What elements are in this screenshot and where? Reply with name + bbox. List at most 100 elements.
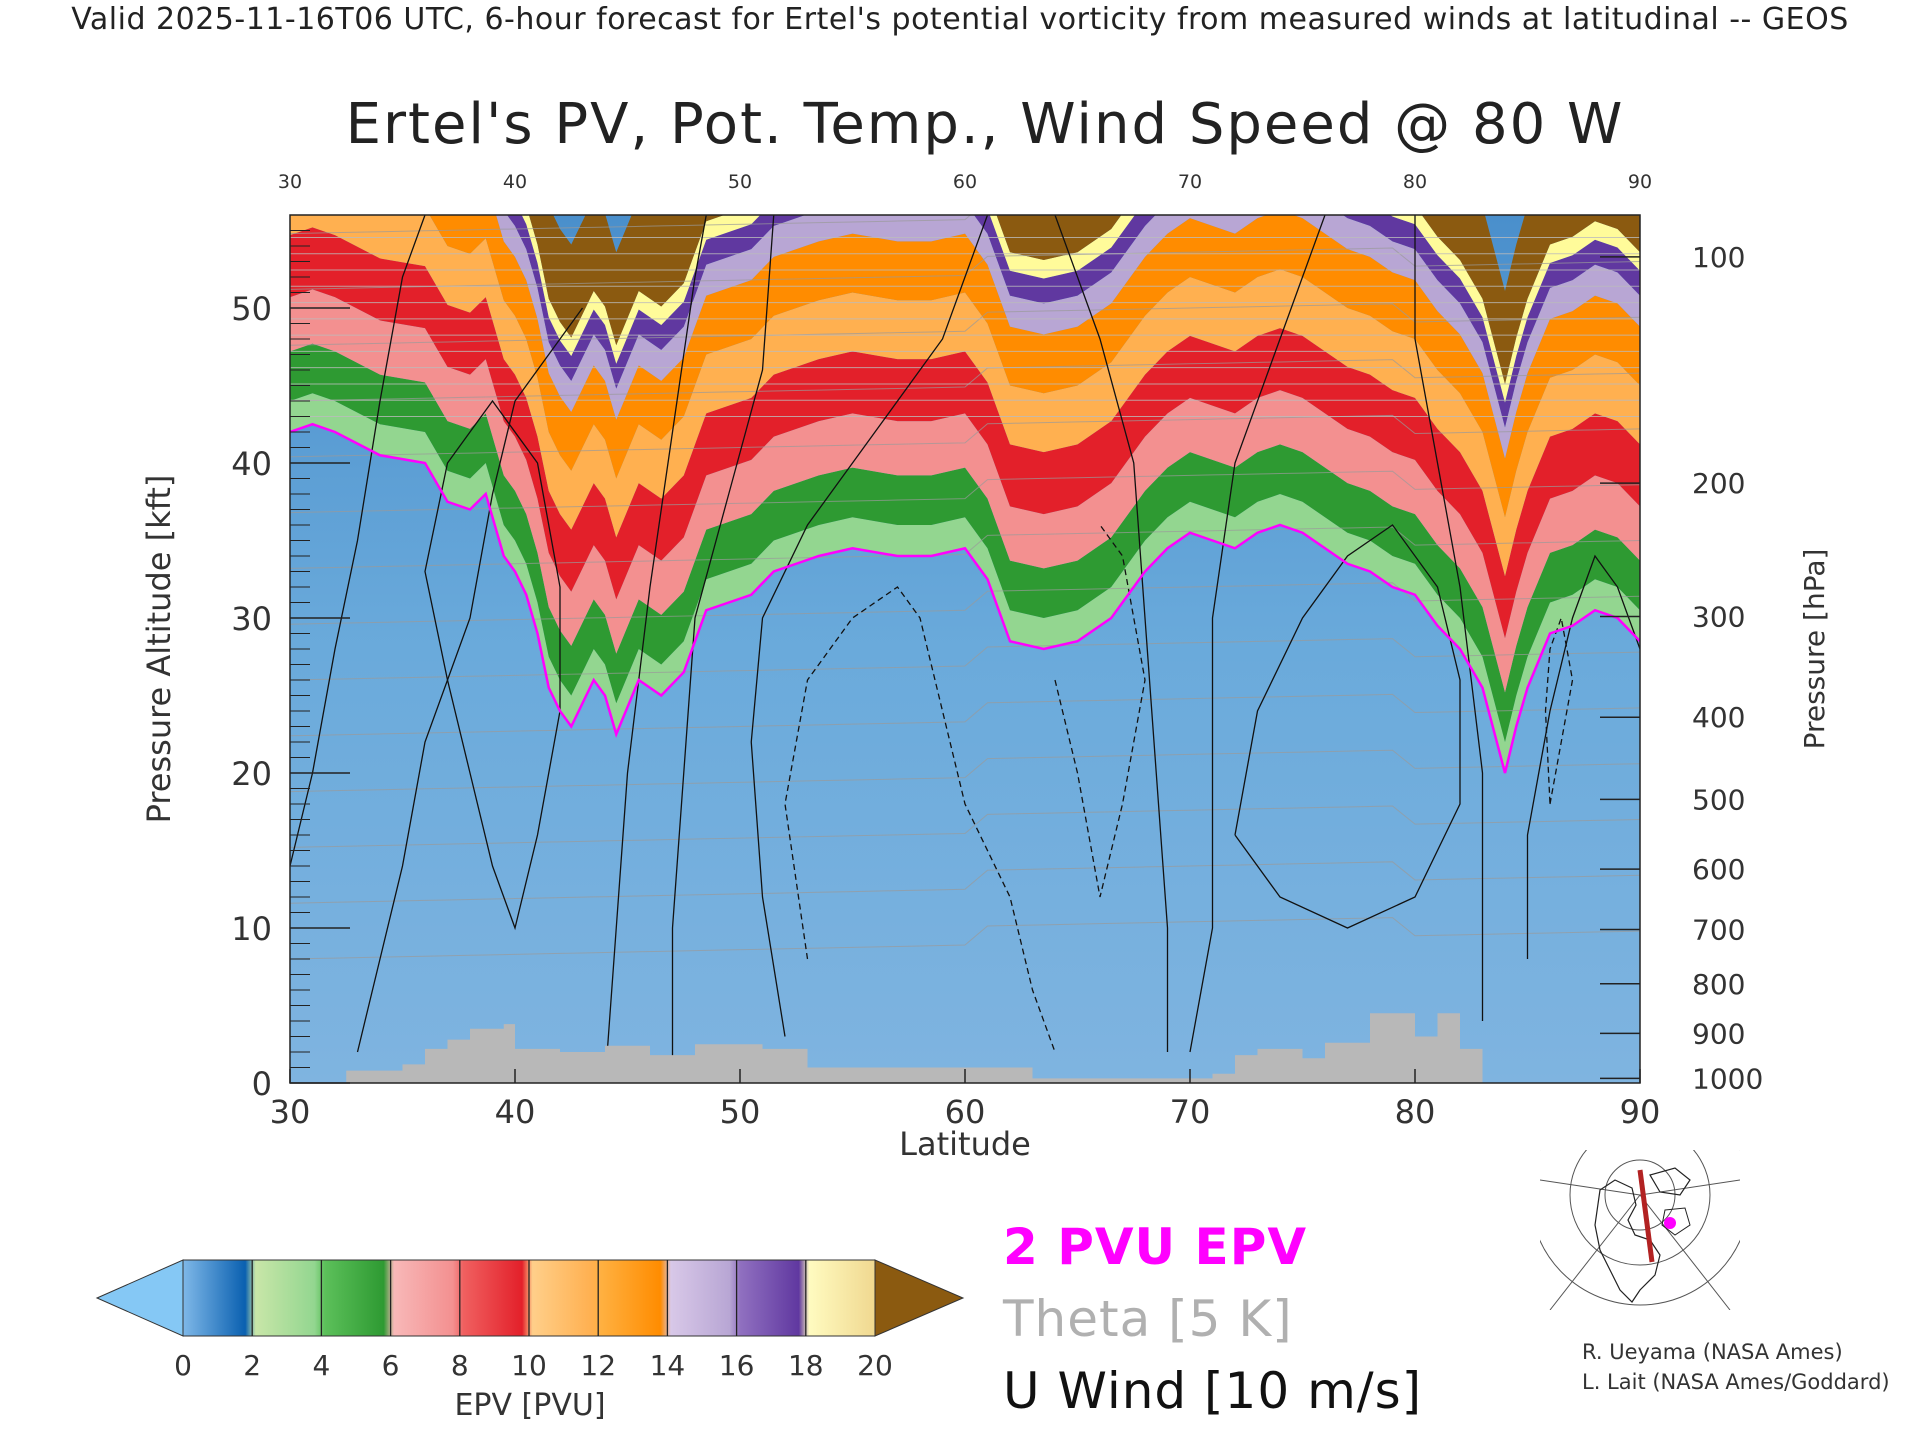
colorbar-tick-label: 2 — [243, 1349, 261, 1382]
wind-contour-line — [1054, 215, 1169, 1052]
pv-band — [290, 227, 1640, 639]
map-latitude-circle — [1604, 1159, 1676, 1231]
pv-band — [290, 393, 1640, 773]
top-x-tick-label: 80 — [1403, 171, 1427, 193]
x-tick-label: 80 — [1395, 1093, 1436, 1131]
top-x-tick-label: 30 — [278, 171, 302, 193]
wind-contour-line — [1189, 215, 1326, 1053]
top-axis-ticks: 30 40 50 60 70 80 90 — [278, 171, 1652, 193]
colorbar-tick-label: 6 — [382, 1349, 400, 1382]
pressure-tick-label: 1000 — [1692, 1062, 1763, 1095]
colorbar-tick-label: 18 — [788, 1349, 824, 1382]
x-tick-label: 90 — [1620, 1093, 1661, 1131]
colorbar-over-triangle — [874, 1259, 965, 1337]
top-x-tick-label: 90 — [1628, 171, 1652, 193]
map-meridian — [1639, 1194, 1731, 1310]
colorbar-tick-label: 16 — [719, 1349, 755, 1382]
location-map — [1540, 1150, 1740, 1310]
theta-contour-line — [290, 359, 1640, 402]
y-tick-label: 0 — [252, 1065, 272, 1103]
pressure-tick-label: 300 — [1692, 600, 1745, 633]
x-axis-label: Latitude — [899, 1125, 1031, 1163]
y-tick-label: 20 — [231, 755, 272, 793]
top-x-tick-label: 50 — [728, 171, 752, 193]
wind-contour-line — [604, 215, 707, 1083]
pv-band — [528, 215, 1640, 384]
colorbar-label: EPV [PVU] — [454, 1388, 606, 1423]
y-tick-label: 50 — [231, 290, 272, 328]
theta-contour-line — [290, 414, 1640, 458]
pv-band — [429, 215, 1640, 518]
wind-contour-line — [671, 215, 775, 1083]
colorbar-tick-labels: 0 2 4 6 8 10 12 14 16 18 20 — [174, 1349, 893, 1382]
wind-contour-line — [784, 586, 1056, 1053]
top-x-tick-label: 70 — [1178, 171, 1202, 193]
legend-2pvu-epv: 2 PVU EPV — [1003, 1218, 1308, 1276]
theta-contours — [290, 215, 1640, 960]
credit-author-1: R. Ueyama (NASA Ames) — [1582, 1340, 1843, 1364]
pv-2pvu-contour — [290, 422, 1640, 774]
valid-time-header: Valid 2025-11-16T06 UTC, 6-hour forecast… — [71, 2, 1849, 37]
colorbar-under-triangle — [95, 1259, 184, 1337]
pressure-tick-label: 400 — [1692, 701, 1745, 734]
pv-band — [290, 289, 1640, 693]
stratosphere-pv-bands — [290, 215, 1640, 773]
map-meridian — [1549, 1194, 1641, 1310]
map-coastline — [1594, 1179, 1661, 1303]
pv-band — [521, 215, 1640, 403]
map-section-line — [1637, 1169, 1655, 1263]
wind-contour-line — [1414, 215, 1484, 1021]
colorbar-tick-label: 8 — [451, 1349, 469, 1382]
theta-contour-line — [290, 215, 972, 235]
pressure-tick-label: 700 — [1692, 914, 1745, 947]
theta-contour-line — [290, 805, 1640, 848]
theta-contour-line — [290, 470, 1640, 514]
colorbar-tick-label: 0 — [174, 1349, 192, 1382]
legend-u-wind: U Wind [10 m/s] — [1003, 1362, 1423, 1420]
wind-contour-line — [750, 215, 989, 1037]
terrain-mask — [346, 1013, 1483, 1083]
pressure-tick-label: 900 — [1692, 1017, 1745, 1050]
pv-band — [290, 343, 1640, 742]
credit-author-2: L. Lait (NASA Ames/Goddard) — [1582, 1370, 1890, 1394]
y-axis-label-right: Pressure [hPa] — [1798, 549, 1831, 750]
map-meridian — [1540, 1179, 1641, 1196]
chart-title: Ertel's PV, Pot. Temp., Wind Speed @ 80 … — [345, 92, 1625, 157]
pressure-tick-label: 500 — [1692, 783, 1745, 816]
colorbar-separators — [251, 1260, 807, 1336]
wind-contour-line — [1544, 615, 1574, 805]
colorbar-tick-label: 14 — [650, 1349, 686, 1382]
x-tick-label: 40 — [495, 1093, 536, 1131]
theta-contour-line — [290, 749, 1640, 793]
wind-contour-line — [1234, 524, 1461, 929]
pressure-tick-label: 200 — [1692, 467, 1745, 500]
map-location-marker — [1664, 1217, 1676, 1229]
bottom-axis-ticks: 30 40 50 60 70 80 90 — [270, 1069, 1661, 1131]
wind-contour-line — [356, 307, 584, 1053]
pressure-tick-label: 600 — [1692, 853, 1745, 886]
map-latitude-circle — [1569, 1150, 1711, 1266]
pressure-tick-label: 100 — [1692, 241, 1745, 274]
wind-contour-line — [1054, 524, 1146, 898]
theta-contour-line — [290, 247, 1640, 290]
x-tick-label: 30 — [270, 1093, 311, 1131]
y-tick-label: 10 — [231, 910, 272, 948]
colorbar: 0 2 4 6 8 10 12 14 16 18 20 — [95, 1259, 965, 1382]
y-axis-label-left: Pressure Altitude [kft] — [140, 475, 178, 824]
map-latitude-circle — [1540, 1150, 1740, 1306]
wind-contour-line — [1526, 554, 1640, 959]
pressure-tick-label: 800 — [1692, 968, 1745, 1001]
map-meridian — [1639, 1179, 1740, 1196]
theta-contour-line — [290, 693, 1640, 737]
colorbar-tick-label: 12 — [580, 1349, 616, 1382]
theta-contour-line — [290, 303, 1640, 346]
top-x-tick-label: 60 — [953, 171, 977, 193]
theta-contour-line — [290, 917, 1640, 960]
left-axis-ticks: 0 10 20 30 40 50 — [231, 230, 350, 1103]
x-tick-label: 50 — [720, 1093, 761, 1131]
map-coastline — [1661, 1207, 1691, 1236]
map-coastline — [1649, 1167, 1691, 1196]
x-tick-label: 60 — [945, 1093, 986, 1131]
colorbar-tick-label: 20 — [857, 1349, 893, 1382]
